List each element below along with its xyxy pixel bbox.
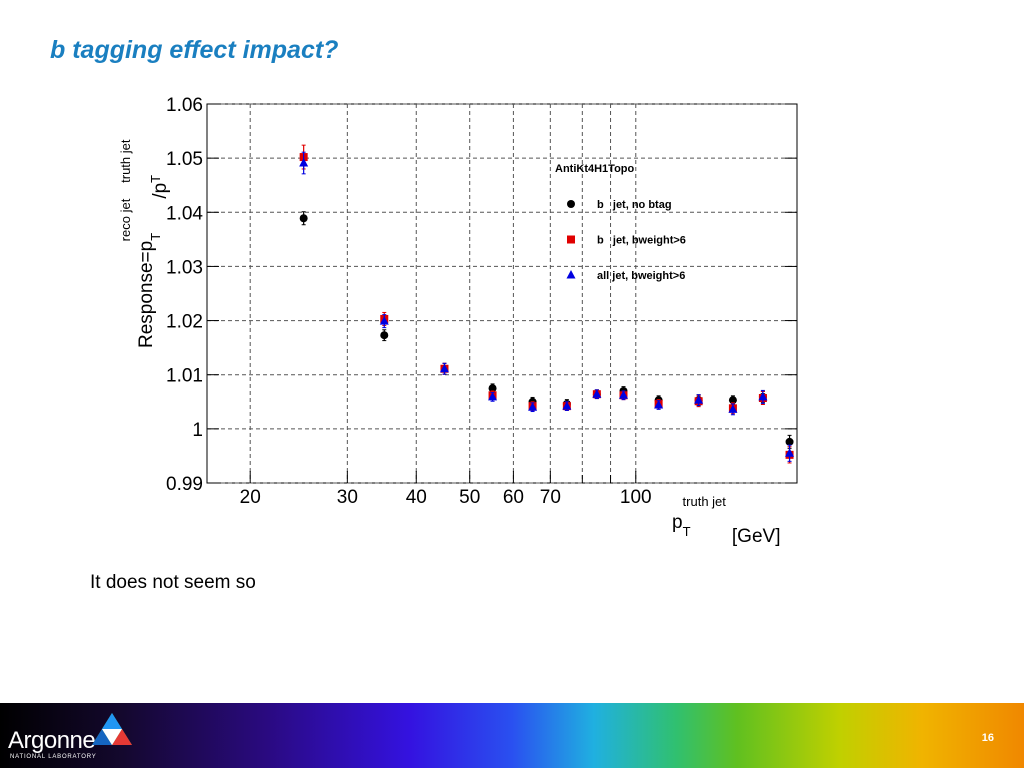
- data-point: [654, 400, 664, 409]
- y-tick-label: 0.99: [166, 474, 203, 495]
- legend-label: b jet, no btag: [597, 199, 672, 211]
- data-point: [728, 396, 737, 405]
- x-tick-label: 30: [337, 487, 358, 508]
- legend-title: AntiKt4H1Topo: [555, 163, 635, 175]
- legend-label: all jet, bweight>6: [597, 270, 685, 282]
- y-axis-label-part: Response=p: [136, 241, 157, 348]
- logo-text: Argonne: [8, 727, 96, 754]
- data-point: [379, 316, 389, 325]
- page-number: 16: [981, 732, 994, 744]
- slide-title: b tagging effect impact?: [50, 36, 339, 64]
- data-point: [728, 404, 738, 413]
- data-point: [785, 448, 795, 457]
- x-tick-label: 20: [240, 487, 261, 508]
- x-tick-label: 70: [540, 487, 561, 508]
- legend-marker: [567, 200, 575, 208]
- y-tick-label: 1.01: [166, 366, 203, 387]
- y-tick-label: 1.02: [166, 312, 203, 333]
- data-point: [299, 158, 309, 167]
- x-axis-label-part: truth jet: [683, 494, 727, 509]
- y-tick-label: 1.03: [166, 257, 203, 278]
- y-tick-label: 1.05: [166, 149, 203, 170]
- x-axis-label-part: p: [672, 512, 683, 533]
- y-tick-label: 1: [192, 420, 203, 441]
- legend-label: b jet, bweight>6: [597, 235, 686, 247]
- y-axis-label-part: T: [148, 233, 163, 241]
- logo-icon: [92, 713, 132, 745]
- x-axis-label-part: T: [683, 524, 691, 539]
- x-tick-label: 60: [503, 487, 524, 508]
- data-point: [592, 389, 602, 398]
- footer: Argonne NATIONAL LABORATORY 16: [0, 703, 1024, 768]
- data-point: [528, 402, 538, 411]
- y-axis-label-part: truth jet: [118, 139, 133, 183]
- chart: 0.99 1 1.01 1.02 1.03 1.04 1.05 1.06 20 30 40 50 60 7…: [118, 95, 798, 547]
- x-tick-label: 100: [620, 487, 652, 508]
- logo-subtitle: NATIONAL LABORATORY: [10, 754, 97, 760]
- data-point: [380, 331, 389, 340]
- y-axis-label-part: reco jet: [118, 198, 133, 241]
- data-point: [299, 214, 308, 223]
- legend-marker: [566, 270, 576, 279]
- x-tick-label: 50: [459, 487, 480, 508]
- data-point: [758, 391, 768, 401]
- legend-marker: [567, 235, 575, 244]
- data-point: [488, 391, 498, 401]
- x-axis-label-part: [GeV]: [732, 526, 781, 547]
- data-point: [562, 401, 572, 410]
- data-point: [694, 395, 704, 404]
- y-axis-label: Response=pTreco jet/pTtruth jet: [118, 139, 171, 348]
- y-axis-label-part: T: [148, 175, 163, 183]
- x-axis-label: pTtruth jet [GeV]: [672, 494, 780, 547]
- y-axis-label-part: /p: [150, 183, 171, 199]
- data-point: [439, 363, 449, 373]
- body-text: It does not seem so: [90, 572, 256, 593]
- data-point: [785, 437, 794, 446]
- y-tick-label: 1.04: [166, 203, 203, 224]
- y-tick-label: 1.06: [166, 95, 203, 116]
- plot-frame: [206, 103, 798, 484]
- x-tick-label: 40: [406, 487, 427, 508]
- data-point: [618, 390, 628, 399]
- data-point: [488, 384, 497, 393]
